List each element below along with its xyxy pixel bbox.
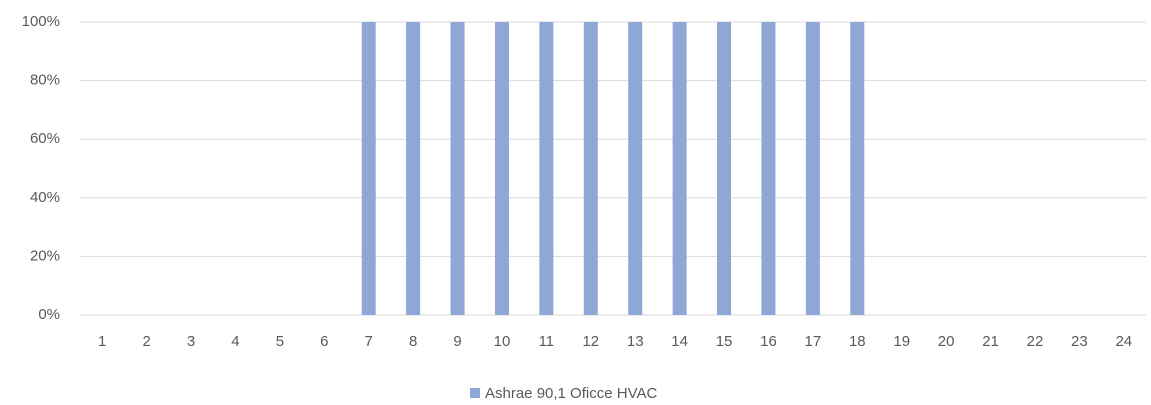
x-tick-label: 7 (365, 333, 373, 350)
x-tick-label: 22 (1027, 333, 1044, 350)
y-tick-label: 40% (30, 189, 60, 206)
x-tick-label: 15 (716, 333, 733, 350)
bar (494, 22, 509, 315)
bar (450, 22, 465, 315)
x-tick-label: 23 (1071, 333, 1088, 350)
x-tick-label: 4 (231, 333, 239, 350)
x-tick-label: 16 (760, 333, 777, 350)
bar (628, 22, 643, 315)
x-tick-label: 1 (98, 333, 106, 350)
x-tick-label: 5 (276, 333, 284, 350)
x-tick-label: 14 (671, 333, 688, 350)
x-tick-label: 12 (582, 333, 599, 350)
x-tick-label: 9 (453, 333, 461, 350)
x-tick-label: 10 (494, 333, 511, 350)
y-tick-label: 0% (38, 306, 60, 323)
bar (361, 22, 376, 315)
x-tick-label: 24 (1115, 333, 1132, 350)
x-tick-label: 3 (187, 333, 195, 350)
x-tick-label: 21 (982, 333, 999, 350)
bar (805, 22, 820, 315)
y-tick-label: 80% (30, 72, 60, 89)
x-tick-label: 20 (938, 333, 955, 350)
y-tick-label: 20% (30, 247, 60, 264)
x-tick-label: 2 (142, 333, 150, 350)
bar (406, 22, 421, 315)
x-tick-label: 6 (320, 333, 328, 350)
y-tick-label: 100% (22, 13, 60, 30)
x-tick-label: 19 (893, 333, 910, 350)
x-tick-label: 17 (805, 333, 822, 350)
legend-label: Ashrae 90,1 Oficce HVAC (485, 385, 657, 402)
bar (539, 22, 554, 315)
bar (761, 22, 776, 315)
y-tick-label: 60% (30, 130, 60, 147)
bar (583, 22, 598, 315)
x-tick-label: 11 (539, 333, 555, 350)
x-tick-label: 18 (849, 333, 866, 350)
legend-swatch (470, 388, 480, 398)
x-tick-label: 8 (409, 333, 417, 350)
bar (850, 22, 865, 315)
x-tick-label: 13 (627, 333, 644, 350)
bar (717, 22, 732, 315)
bar (672, 22, 687, 315)
